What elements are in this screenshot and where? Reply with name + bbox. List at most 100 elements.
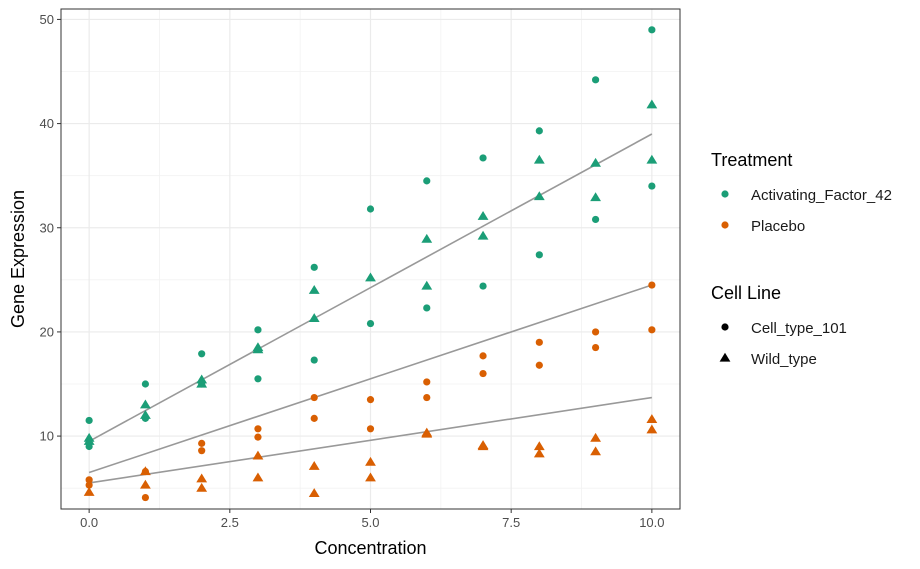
data-point-triangle [646, 154, 658, 164]
data-point-circle [198, 447, 206, 455]
data-point-circle [423, 177, 431, 185]
data-point-triangle [308, 460, 320, 470]
data-point-triangle [308, 313, 320, 322]
data-point-circle [141, 493, 150, 502]
data-point-circle [648, 182, 656, 190]
data-point-circle [591, 215, 600, 224]
y-axis-ticks: 10 20 30 40 50 [40, 12, 61, 444]
data-point-triangle [196, 473, 208, 483]
data-point-circle [85, 476, 93, 484]
data-point-triangle [646, 424, 658, 434]
data-point-triangle [421, 280, 433, 290]
data-point-triangle [421, 233, 433, 243]
data-point-circle [479, 369, 487, 378]
data-point-triangle [140, 479, 151, 489]
data-point-circle [591, 328, 600, 336]
x-axis-title: Concentration [314, 538, 426, 558]
data-point-triangle [196, 378, 208, 388]
legend-label: Activating_Factor_42 [751, 187, 892, 204]
data-point-triangle [533, 191, 545, 201]
data-point-triangle [646, 99, 658, 109]
fit-lines [88, 133, 653, 484]
data-point-triangle [308, 488, 320, 497]
data-point-triangle [365, 472, 376, 482]
data-point-circle [648, 326, 656, 334]
data-point-circle [310, 356, 318, 364]
legend-key-circle [721, 190, 729, 198]
data-point-triangle [646, 414, 658, 424]
data-point-triangle [140, 399, 151, 409]
data-point-circle [198, 439, 206, 447]
data-point-triangle [477, 210, 489, 220]
data-point-triangle [83, 435, 95, 445]
data-point-circle [648, 26, 656, 34]
y-tick-label: 10 [40, 429, 54, 444]
data-point-triangle [83, 487, 95, 496]
y-tick-label: 30 [40, 220, 54, 235]
data-point-circle [366, 396, 375, 404]
data-point-circle [535, 338, 543, 346]
data-point-circle [535, 361, 543, 369]
data-point-circle [366, 425, 375, 433]
data-point-circle [85, 481, 93, 489]
data-point-circle [535, 127, 543, 135]
legend-key-circle [721, 323, 729, 331]
data-point-circle [310, 393, 318, 402]
data-point-triangle [308, 284, 320, 294]
x-tick-label: 10.0 [639, 515, 664, 530]
data-point-circle [254, 326, 262, 334]
data-point-circle [479, 352, 487, 360]
data-point-circle [141, 380, 150, 388]
data-point-circle [648, 281, 656, 289]
data-point-triangle [477, 441, 489, 451]
data-point-triangle [477, 230, 489, 240]
data-point-circle [423, 378, 431, 386]
data-point-triangle [533, 154, 545, 164]
data-point-circle [591, 343, 600, 352]
x-tick-label: 7.5 [502, 515, 520, 530]
legend-key-triangle [719, 352, 731, 362]
data-point-triangle [590, 192, 601, 202]
data-point-circle [254, 433, 262, 441]
data-point-circle [254, 375, 262, 383]
x-tick-label: 0.0 [80, 515, 98, 530]
data-point-triangle [421, 428, 433, 438]
data-point-triangle [252, 450, 264, 460]
data-point-circle [366, 319, 375, 328]
data-point-circle [423, 304, 431, 312]
legend-title: Treatment [711, 150, 792, 170]
data-point-triangle [365, 456, 376, 466]
data-point-triangle [140, 466, 151, 476]
data-point-triangle [196, 482, 208, 492]
fit-line [88, 133, 653, 442]
legend-label: Cell_type_101 [751, 320, 847, 337]
legend-key-circle [721, 221, 729, 229]
data-points [83, 26, 658, 502]
data-point-triangle [590, 446, 601, 456]
legend-title: Cell Line [711, 283, 781, 303]
x-tick-label: 5.0 [361, 515, 379, 530]
legend: Treatment Activating_Factor_42 Placebo Cell… [711, 150, 892, 368]
data-point-circle [254, 425, 262, 433]
data-point-triangle [252, 344, 264, 354]
y-tick-label: 20 [40, 324, 54, 339]
legend-label: Placebo [751, 218, 805, 235]
data-point-circle [310, 263, 318, 271]
legend-label: Wild_type [751, 351, 817, 368]
data-point-circle [85, 416, 93, 425]
data-point-circle [198, 350, 206, 358]
data-point-circle [535, 251, 543, 259]
data-point-triangle [533, 441, 545, 451]
data-point-triangle [140, 409, 151, 419]
data-point-triangle [590, 157, 601, 167]
data-point-circle [423, 393, 431, 402]
y-tick-label: 40 [40, 116, 54, 131]
fit-line [89, 396, 652, 484]
data-point-circle [479, 154, 487, 162]
data-point-circle [366, 205, 375, 213]
y-tick-label: 50 [40, 12, 54, 27]
data-point-triangle [533, 448, 545, 458]
data-point-circle [591, 76, 600, 84]
data-point-triangle [590, 432, 601, 442]
